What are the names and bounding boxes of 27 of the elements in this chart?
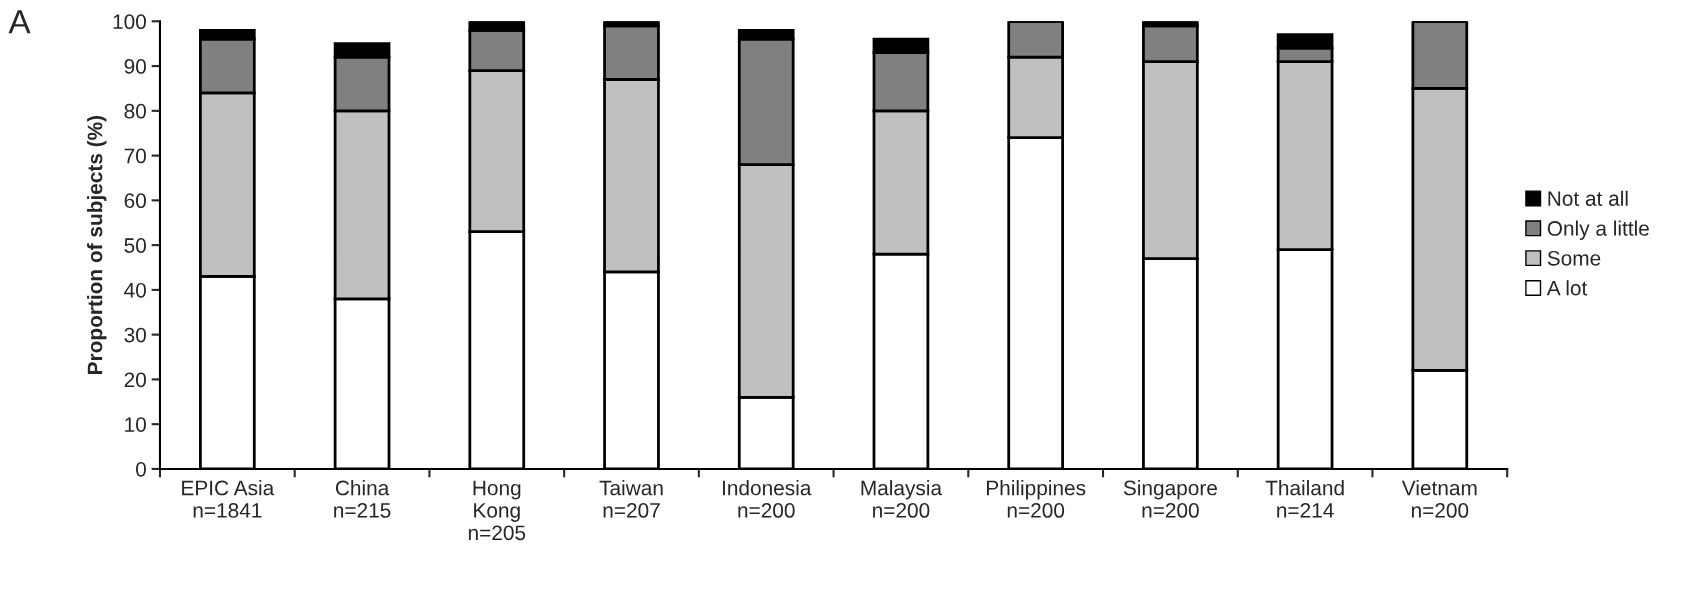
x-tick-label: Vietnam n=200 xyxy=(1401,480,1477,518)
x-tick-label: EPIC Asia n=1841 xyxy=(182,480,275,518)
legend-label: A lot xyxy=(1546,280,1588,296)
x-tick-label: Singapore n=200 xyxy=(1123,480,1217,518)
x-tick-label: Malaysia n=200 xyxy=(861,480,943,518)
y-tick-label: 80 xyxy=(124,103,146,119)
text: A xyxy=(8,10,31,34)
y-tick-label: 70 xyxy=(124,148,146,164)
y-axis-title: Proportion of subjects (%) xyxy=(87,115,107,374)
x-tick-label: Thailand n=214 xyxy=(1265,480,1344,518)
y-tick-label: 10 xyxy=(125,417,146,432)
x-tick-label: China n=215 xyxy=(334,480,391,518)
y-tick-label: 100 xyxy=(113,14,146,30)
y-tick-label: 0 xyxy=(136,461,146,477)
x-tick-label: Taiwan n=207 xyxy=(599,480,663,518)
y-tick-label: 60 xyxy=(124,193,146,209)
legend-label: Not at all xyxy=(1548,190,1628,206)
x-tick-label: Philippines n=200 xyxy=(986,480,1086,518)
y-tick-label: 20 xyxy=(124,372,146,388)
y-tick-label: 40 xyxy=(124,282,146,298)
legend-label: Some xyxy=(1547,250,1601,266)
legend-label: Only a little xyxy=(1547,220,1649,240)
y-tick-label: 30 xyxy=(124,327,146,343)
x-tick-label: Indonesia n=200 xyxy=(722,480,812,518)
y-tick-label: 50 xyxy=(124,238,146,253)
x-tick-label: Hong Kong n=205 xyxy=(468,480,526,541)
y-tick-label: 90 xyxy=(124,59,146,74)
